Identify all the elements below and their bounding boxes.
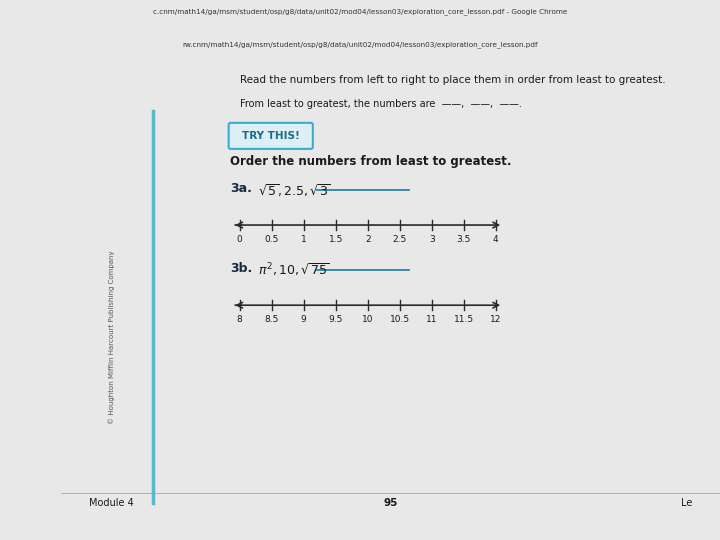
Text: 8.5: 8.5	[264, 315, 279, 324]
Text: 3a.: 3a.	[230, 182, 252, 195]
Text: 10: 10	[362, 315, 374, 324]
Text: $\sqrt{5},2.5,\sqrt{3}$: $\sqrt{5},2.5,\sqrt{3}$	[258, 182, 330, 199]
Text: 12: 12	[490, 315, 502, 324]
Text: © Houghton Mifflin Harcourt Publishing Company: © Houghton Mifflin Harcourt Publishing C…	[108, 251, 115, 424]
Text: 4: 4	[493, 235, 499, 244]
Text: 1.5: 1.5	[328, 235, 343, 244]
Text: 9.5: 9.5	[328, 315, 343, 324]
FancyBboxPatch shape	[229, 123, 312, 149]
Text: 11: 11	[426, 315, 438, 324]
Text: 8: 8	[237, 315, 243, 324]
Text: 0.5: 0.5	[264, 235, 279, 244]
Text: 0: 0	[237, 235, 243, 244]
Text: 10.5: 10.5	[390, 315, 410, 324]
Text: c.cnm/math14/ga/msm/student/osp/g8/data/unit02/mod04/lesson03/exploration_core_l: c.cnm/math14/ga/msm/student/osp/g8/data/…	[153, 8, 567, 15]
Text: 9: 9	[301, 315, 307, 324]
Text: 3b.: 3b.	[230, 262, 253, 275]
Text: Read the numbers from left to right to place them in order from least to greates: Read the numbers from left to right to p…	[240, 75, 665, 85]
Text: rw.cnm/math14/ga/msm/student/osp/g8/data/unit02/mod04/lesson03/exploration_core_: rw.cnm/math14/ga/msm/student/osp/g8/data…	[182, 41, 538, 48]
Text: 11.5: 11.5	[454, 315, 474, 324]
Text: 95: 95	[384, 497, 397, 508]
Text: 3.5: 3.5	[456, 235, 471, 244]
Text: From least to greatest, the numbers are  ——,  ——,  ——.: From least to greatest, the numbers are …	[240, 99, 521, 109]
Text: $\pi^{2},10,\sqrt{75}$: $\pi^{2},10,\sqrt{75}$	[258, 262, 330, 279]
Text: 3: 3	[429, 235, 435, 244]
Text: Le: Le	[681, 497, 693, 508]
Text: 2.5: 2.5	[392, 235, 407, 244]
Text: Order the numbers from least to greatest.: Order the numbers from least to greatest…	[230, 155, 512, 168]
Text: TRY THIS!: TRY THIS!	[242, 131, 300, 141]
Text: Module 4: Module 4	[89, 497, 133, 508]
Text: 2: 2	[365, 235, 371, 244]
Text: 1: 1	[301, 235, 307, 244]
